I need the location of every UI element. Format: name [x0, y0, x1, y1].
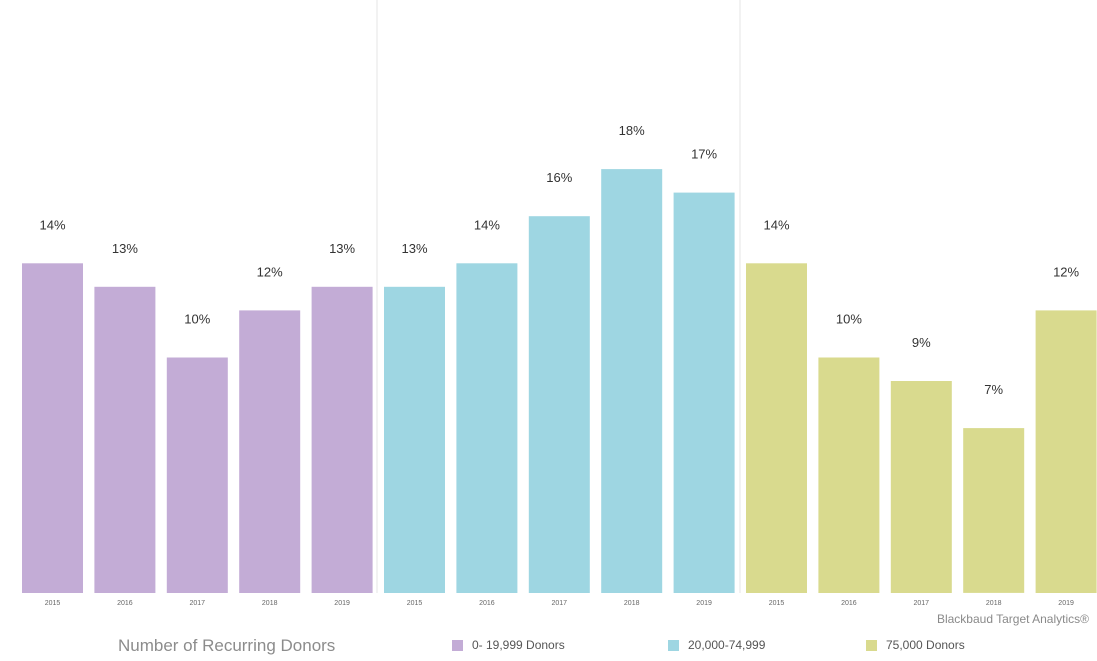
bar-series-2-2016 [456, 263, 518, 593]
x-tick-label-3-2015: 2015 [769, 600, 785, 607]
bar-series-2-2017 [528, 216, 590, 593]
data-label-series-1-2016: 13% [112, 241, 138, 256]
legend-item-series-3: 75,000 Donors [866, 638, 965, 652]
bar-series-1-2019 [311, 286, 373, 593]
bar-series-1-2018 [239, 310, 301, 593]
data-label-series-1-2018: 12% [257, 264, 283, 279]
legend-label-series-3: 75,000 Donors [886, 638, 965, 652]
bar-series-2-2018 [601, 169, 663, 593]
data-label-series-3-2019: 12% [1053, 264, 1079, 279]
legend-label-series-1: 0- 19,999 Donors [472, 638, 565, 652]
x-axis-title: Number of Recurring Donors [118, 636, 336, 655]
bar-series-3-2019 [1035, 310, 1097, 593]
x-tick-label-1-2016: 2016 [117, 600, 133, 607]
value-labels-group: 14% 13% 10% 12% 13% 13% 14% 16% 18% 17% 14% 10% 9% 7%… [39, 123, 1079, 397]
legend-swatch-series-3 [866, 639, 877, 651]
x-tick-label-3-2019: 2019 [1058, 600, 1074, 607]
data-label-series-3-2017: 9% [912, 335, 931, 350]
x-tick-label-2-2018: 2018 [624, 600, 640, 607]
x-tick-label-3-2017: 2017 [914, 600, 930, 607]
bar-series-2-2015 [384, 286, 445, 593]
data-label-series-1-2017: 10% [184, 312, 210, 327]
data-label-series-1-2015: 14% [39, 217, 65, 232]
bar-series-3-2015 [746, 263, 807, 593]
data-label-series-2-2018: 18% [619, 123, 645, 138]
x-tick-label-2-2017: 2017 [552, 600, 568, 607]
bar-series-1-2016 [94, 286, 156, 593]
panel-dividers [376, 0, 741, 593]
data-label-series-3-2016: 10% [836, 312, 862, 327]
bar-series-1-2015 [22, 263, 83, 593]
data-label-series-2-2015: 13% [401, 241, 427, 256]
data-label-series-1-2019: 13% [329, 241, 355, 256]
legend-label-series-2: 20,000-74,999 [688, 638, 766, 652]
x-tick-label-2-2015: 2015 [407, 600, 423, 607]
source-attribution: Blackbaud Target Analytics® [936, 612, 1089, 626]
data-label-series-2-2016: 14% [474, 217, 500, 232]
data-label-series-2-2019: 17% [691, 147, 717, 162]
bar-series-2-2019 [673, 192, 735, 593]
bar-series-3-2017 [890, 381, 952, 593]
tick-labels-group: 2015 2016 2017 2018 2019 2015 2016 2017 2018 2019… [45, 600, 1074, 607]
bars-group [22, 169, 1097, 593]
x-tick-label-1-2015: 2015 [45, 600, 61, 607]
data-label-series-2-2017: 16% [546, 170, 572, 185]
bar-series-1-2017 [166, 357, 228, 593]
x-tick-label-2-2019: 2019 [696, 600, 712, 607]
bar-series-3-2016 [818, 357, 880, 593]
legend-swatch-series-2 [668, 639, 679, 651]
x-tick-label-3-2016: 2016 [841, 600, 857, 607]
x-tick-label-1-2019: 2019 [334, 600, 350, 607]
data-label-series-3-2018: 7% [984, 382, 1003, 397]
x-tick-label-3-2018: 2018 [986, 600, 1002, 607]
x-tick-label-1-2018: 2018 [262, 600, 278, 607]
x-tick-label-2-2016: 2016 [479, 600, 495, 607]
bar-series-3-2018 [963, 428, 1025, 593]
legend-item-series-2: 20,000-74,999 [668, 638, 765, 652]
x-tick-label-1-2017: 2017 [190, 600, 206, 607]
legend-swatch-series-1 [452, 639, 463, 651]
data-label-series-3-2015: 14% [763, 217, 789, 232]
legend-item-series-1: 0- 19,999 Donors [452, 638, 565, 652]
